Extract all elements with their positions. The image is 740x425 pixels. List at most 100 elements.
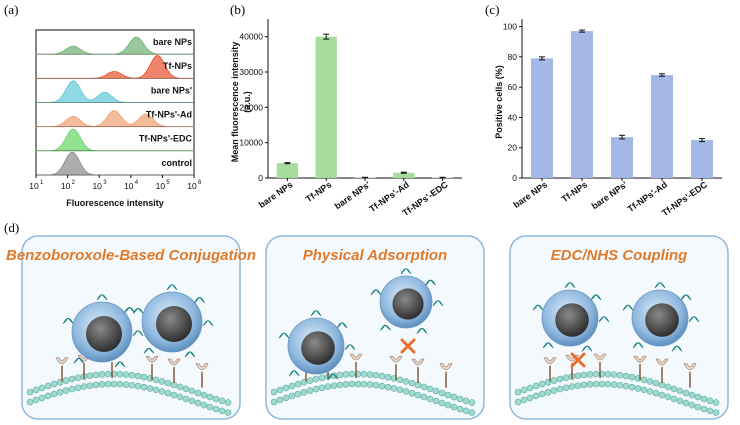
lipid-head — [592, 370, 600, 378]
transferrin-icon — [62, 317, 74, 324]
lipid-head — [694, 403, 702, 411]
histogram-x-tick-exponent: 3 — [103, 180, 107, 186]
lipid-head — [402, 378, 410, 385]
histogram-x-tick-label: 10 — [29, 181, 39, 191]
positive-bar-tf-nps — [571, 31, 593, 178]
nanoparticle-core — [555, 303, 589, 337]
lipid-head — [694, 393, 702, 401]
lipid-head — [68, 385, 76, 393]
panel-label-a: (a) — [4, 2, 18, 17]
lipid-head — [86, 382, 94, 389]
histogram-x-axis-label: Fluorescence intensity — [66, 198, 164, 208]
lipid-head — [658, 391, 666, 399]
receptor-icon — [411, 358, 425, 384]
transferrin-icon — [327, 373, 339, 380]
lipid-head — [276, 396, 284, 404]
lipid-head — [706, 397, 714, 405]
lipid-head — [294, 390, 302, 398]
positive-category-label: Tf-NPs — [560, 179, 589, 204]
lipid-head — [68, 375, 76, 383]
lipid-head — [74, 374, 82, 382]
lipid-head — [610, 371, 618, 378]
blocked-cross-icon — [400, 338, 416, 354]
mfi-y-tick-label: 40000 — [239, 32, 263, 42]
receptor-head — [145, 355, 159, 363]
lipid-head — [604, 370, 612, 378]
receptor-head — [543, 357, 557, 364]
lipid-head — [194, 389, 202, 397]
schematic-box-3 — [509, 235, 729, 420]
transferrin-icon — [184, 351, 196, 358]
transferrin-icon — [132, 307, 144, 314]
lipid-head — [456, 405, 464, 413]
transferrin-icon — [590, 294, 602, 301]
lipid-head — [104, 370, 112, 378]
nanoparticle-core — [301, 331, 335, 365]
receptor-icon — [439, 363, 453, 388]
lipid-head — [158, 378, 166, 385]
lipid-head — [462, 407, 470, 415]
transferrin-icon — [688, 316, 700, 323]
lipid-head — [80, 383, 88, 390]
lipid-head — [402, 388, 410, 395]
lipid-head — [688, 401, 696, 409]
lipid-head — [586, 371, 594, 378]
receptor-head — [411, 358, 425, 366]
lipid-head — [414, 391, 422, 399]
lipid-head — [390, 385, 398, 392]
lipid-head — [288, 392, 296, 400]
transferrin-icon — [143, 347, 155, 354]
lipid-head — [520, 386, 528, 394]
lipid-head — [152, 376, 160, 384]
histogram-series: bare NPs Tf-NPs bare NPs' Tf-NPs'-Ad Tf-NPs'… — [35, 36, 195, 176]
lipid-head — [294, 380, 302, 388]
blocked-cross-icon — [570, 352, 586, 368]
transferrin-icon — [166, 284, 178, 291]
lipid-head — [164, 379, 172, 387]
lipid-head — [128, 371, 136, 379]
transferrin-icon — [542, 342, 554, 349]
transferrin-icon — [370, 289, 382, 296]
panel-label-d: (d) — [4, 220, 19, 235]
lipid-head — [324, 383, 332, 390]
transferrin-icon — [114, 361, 126, 368]
lipid-head — [384, 383, 392, 391]
lipid-head — [462, 397, 470, 405]
lipid-head — [122, 371, 130, 378]
lipid-head — [378, 382, 386, 390]
receptor-icon — [195, 363, 209, 388]
lipid-head — [32, 396, 40, 404]
lipid-head — [212, 395, 220, 403]
lipid-head — [38, 394, 46, 402]
lipid-head — [306, 387, 314, 394]
histogram-panel: bare NPs Tf-NPs bare NPs' Tf-NPs'-Ad Tf-NPs'… — [29, 29, 202, 208]
lipid-head — [44, 382, 52, 390]
cell-membrane — [26, 370, 232, 416]
transferrin-icon — [654, 282, 666, 289]
mfi-y-tick-label: 20000 — [239, 102, 263, 112]
positive-y-tick-label: 100 — [503, 22, 517, 32]
lipid-head — [194, 399, 202, 407]
lipid-head — [32, 386, 40, 394]
mfi-y-tick-label: 0 — [258, 173, 263, 183]
lipid-head — [622, 382, 630, 390]
lipid-head — [318, 384, 326, 392]
lipid-head — [670, 395, 678, 403]
lipid-head — [682, 399, 690, 407]
histogram-x-tick-exponent: 2 — [72, 180, 76, 186]
lipid-head — [170, 391, 178, 399]
lipid-head — [288, 382, 296, 390]
mfi-bars: 0 10000 20000 30000 40000 bare NPs Tf-NPs bare … — [239, 32, 454, 218]
lipid-head — [420, 383, 428, 391]
lipid-head — [450, 393, 458, 401]
mfi-bar-bare-nps — [276, 163, 299, 178]
lipid-head — [282, 384, 290, 392]
lipid-head — [110, 380, 118, 388]
histogram-x-ticks: 10 1 10 2 10 3 10 4 10 5 10 6 — [29, 175, 202, 191]
lipid-head — [456, 395, 464, 403]
panel-label-c: (c) — [485, 2, 499, 17]
lipid-head — [348, 370, 356, 378]
schematic-title-3: EDC/NHS Coupling — [551, 247, 688, 264]
lipid-head — [664, 383, 672, 391]
